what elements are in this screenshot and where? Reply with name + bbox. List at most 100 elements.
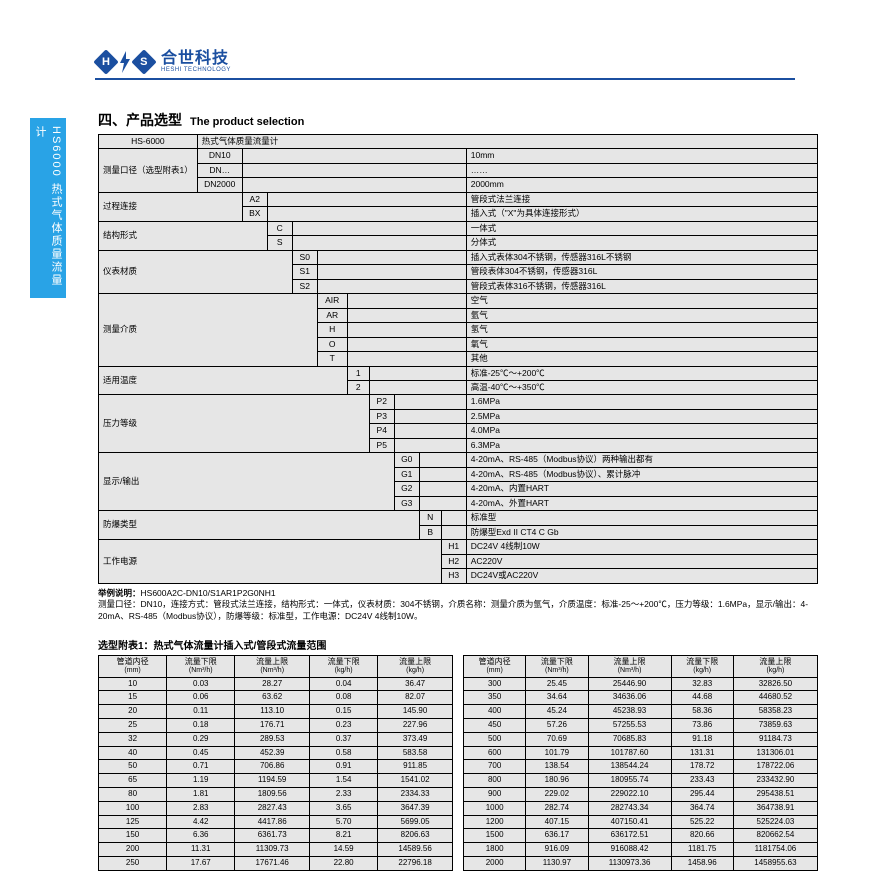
table-cell: AIR [317, 294, 347, 308]
table-header: 管道内径(mm) [99, 656, 167, 677]
section-title-en: The product selection [190, 116, 304, 128]
table-cell: 2000 [464, 857, 526, 871]
example-code: HS600A2C-DN10/S1AR1P2G0NH1 [141, 588, 276, 598]
table-cell: T [317, 352, 347, 366]
table-cell: 250 [99, 857, 167, 871]
table-cell: 11309.73 [235, 843, 310, 857]
table-cell [242, 149, 466, 163]
table-cell: 229022.10 [588, 788, 671, 802]
table-cell: P4 [369, 424, 394, 438]
table-cell: 131.31 [671, 746, 733, 760]
table-cell: 仪表材质 [99, 250, 293, 293]
table-cell: 20 [99, 705, 167, 719]
table-cell: 91184.73 [733, 732, 817, 746]
table-cell [419, 496, 466, 510]
logo-text: 合世科技 HESHI TECHNOLOGY [161, 51, 231, 73]
table-cell: 34636.06 [588, 691, 671, 705]
table-cell: 600 [464, 746, 526, 760]
section-title-cn: 四、产品选型 [98, 110, 182, 130]
table-cell: 57.26 [526, 719, 588, 733]
table-cell [347, 323, 466, 337]
example-text: 举例说明：HS600A2C-DN10/S1AR1P2G0NH1 测量口径：DN1… [98, 588, 818, 624]
table-cell: 1194.59 [235, 774, 310, 788]
table-cell: DN2000 [197, 178, 242, 192]
table-cell: 0.18 [167, 719, 235, 733]
table-cell: 1500 [464, 829, 526, 843]
table-cell: S1 [292, 265, 317, 279]
table-cell: 4-20mA、RS-485（Modbus协议）两种输出都有 [466, 453, 817, 467]
table-cell: 900 [464, 788, 526, 802]
table-cell: 15 [99, 691, 167, 705]
table-cell: 32.83 [671, 677, 733, 691]
table-cell [369, 366, 466, 380]
table-cell: 1.81 [167, 788, 235, 802]
table-cell: AR [317, 308, 347, 322]
table-cell: 138544.24 [588, 760, 671, 774]
table-cell: 45.24 [526, 705, 588, 719]
table-cell: 800 [464, 774, 526, 788]
table-cell: 73859.63 [733, 719, 817, 733]
table-cell: 916.09 [526, 843, 588, 857]
table-cell [347, 308, 466, 322]
table-cell: 管段表体304不锈钢，传感器316L [466, 265, 817, 279]
table-cell: 706.86 [235, 760, 310, 774]
table-cell: G1 [394, 467, 419, 481]
table-cell: 57255.53 [588, 719, 671, 733]
table-cell: 407150.41 [588, 815, 671, 829]
table-cell: 25 [99, 719, 167, 733]
table-cell: 2.5MPa [466, 409, 817, 423]
table-cell: 分体式 [466, 236, 817, 250]
table-cell: 45238.93 [588, 705, 671, 719]
table-cell: 插入式表体304不锈钢，传感器316L不锈钢 [466, 250, 817, 264]
table-cell: 1.54 [310, 774, 378, 788]
table-cell: 44.68 [671, 691, 733, 705]
table-cell: 233.43 [671, 774, 733, 788]
table-cell: G3 [394, 496, 419, 510]
table-cell: 1809.56 [235, 788, 310, 802]
table-cell [441, 525, 466, 539]
table-cell: 插入式（"X"为具体连接形式） [466, 207, 817, 221]
table-cell: 14589.56 [378, 843, 453, 857]
table-cell: 10mm [466, 149, 817, 163]
table-cell: 452.39 [235, 746, 310, 760]
table-cell: 125 [99, 815, 167, 829]
table-cell: 结构形式 [99, 221, 268, 250]
section-title: 四、产品选型 The product selection [98, 110, 818, 130]
table-cell: G2 [394, 482, 419, 496]
range-tables: 管道内径(mm)流量下限(Nm³/h)流量上限(Nm³/h)流量下限(kg/h)… [98, 655, 818, 871]
table-cell: 2000mm [466, 178, 817, 192]
table-cell: DC24V或AC220V [466, 569, 817, 583]
table-cell [394, 409, 466, 423]
table-header: 流量下限(kg/h) [671, 656, 733, 677]
table-cell: 0.03 [167, 677, 235, 691]
table-cell: 145.90 [378, 705, 453, 719]
table-cell [292, 221, 466, 235]
table-cell: 0.91 [310, 760, 378, 774]
table-cell: 58358.23 [733, 705, 817, 719]
table-cell: 5.70 [310, 815, 378, 829]
table-cell: 28.27 [235, 677, 310, 691]
table-cell: 测量介质 [99, 294, 318, 366]
table-cell: H [317, 323, 347, 337]
table-cell: 636.17 [526, 829, 588, 843]
table-cell: 180.96 [526, 774, 588, 788]
table-cell: 373.49 [378, 732, 453, 746]
table-cell: 583.58 [378, 746, 453, 760]
table-cell: 11.31 [167, 843, 235, 857]
table-cell: 282743.34 [588, 801, 671, 815]
table-cell: 0.06 [167, 691, 235, 705]
table-cell: 178.72 [671, 760, 733, 774]
table-cell: 1181754.06 [733, 843, 817, 857]
table-cell: 1 [347, 366, 369, 380]
table-cell: 450 [464, 719, 526, 733]
logo-bar: H S 合世科技 HESHI TECHNOLOGY [95, 48, 231, 76]
table-cell: BX [242, 207, 267, 221]
table-cell: 0.71 [167, 760, 235, 774]
logo-en: HESHI TECHNOLOGY [161, 67, 231, 73]
table-cell: C [267, 221, 292, 235]
example-desc: 测量口径：DN10，连接方式：管段式法兰连接，结构形式：一体式，仪表材质：304… [98, 599, 808, 621]
table-cell: B [419, 525, 441, 539]
table-cell: 空气 [466, 294, 817, 308]
table-cell: 178722.06 [733, 760, 817, 774]
table-cell: 1458.96 [671, 857, 733, 871]
